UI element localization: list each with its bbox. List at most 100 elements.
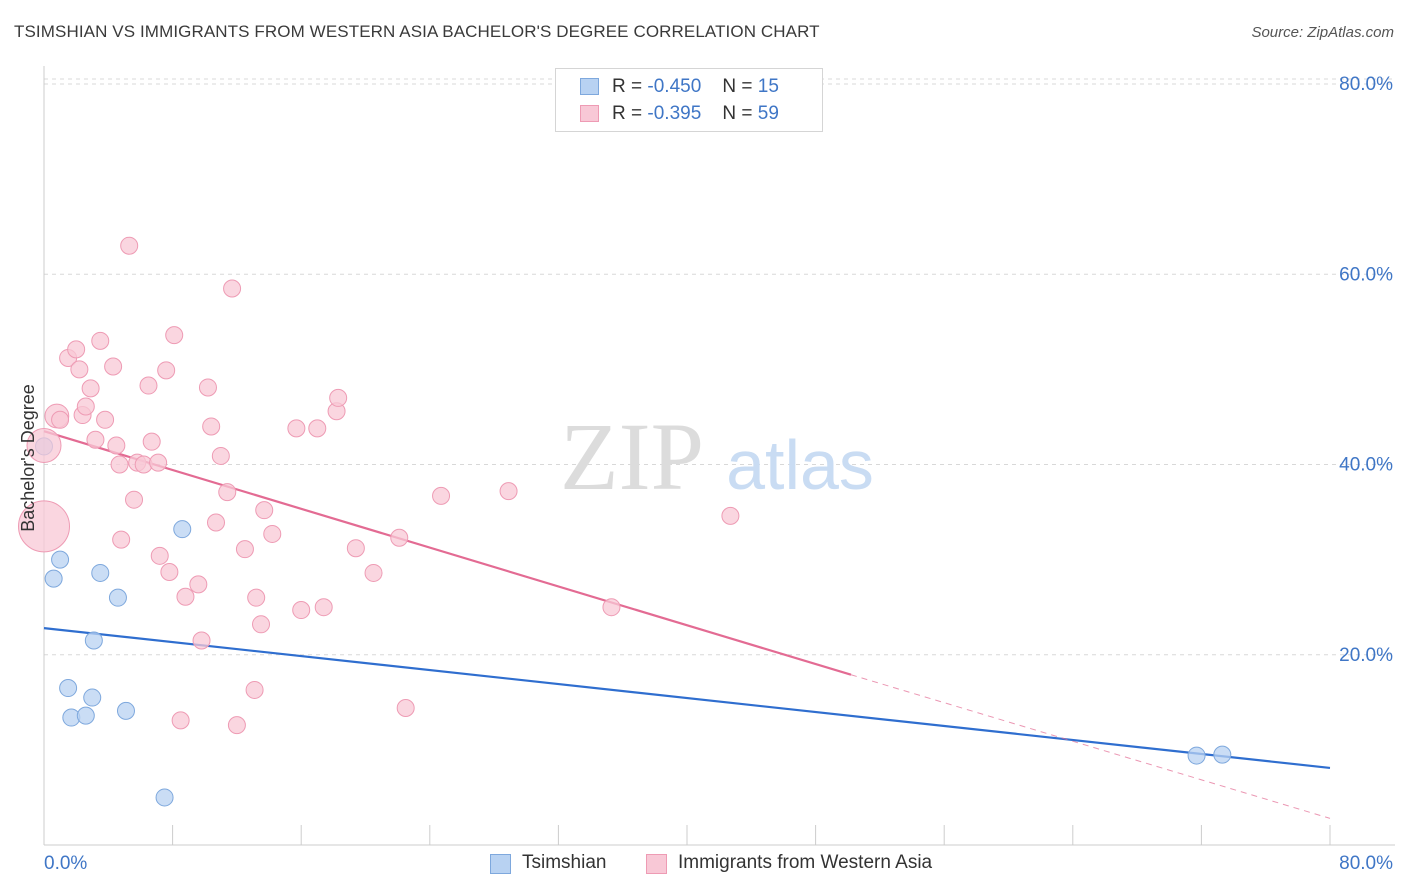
r-value-western-asia: -0.395 bbox=[647, 103, 702, 124]
point-western-asia bbox=[245, 680, 264, 699]
point-tsimshian bbox=[1187, 746, 1206, 765]
point-western-asia bbox=[139, 376, 158, 395]
point-western-asia bbox=[364, 563, 383, 582]
point-western-asia bbox=[223, 279, 242, 298]
point-western-asia bbox=[432, 486, 451, 505]
grid-lines bbox=[44, 78, 1395, 656]
y-tick-label: 80.0% bbox=[1339, 74, 1393, 95]
axis-labels: 20.0% 40.0% 60.0% 80.0% 0.0% 80.0% Bachelor's … bbox=[18, 74, 1393, 874]
series-name-western-asia: Immigrants from Western Asia bbox=[678, 852, 933, 873]
point-western-asia bbox=[96, 410, 115, 429]
point-western-asia bbox=[86, 430, 105, 449]
series-name-tsimshian: Tsimshian bbox=[522, 852, 607, 873]
point-western-asia bbox=[157, 361, 176, 380]
point-western-asia bbox=[247, 588, 266, 607]
n-value-tsimshian: 15 bbox=[757, 76, 779, 97]
point-western-asia bbox=[107, 436, 126, 455]
point-western-asia bbox=[252, 615, 271, 634]
point-western-asia bbox=[120, 236, 139, 255]
trend-line-western-asia bbox=[43, 430, 852, 676]
y-tick-label: 20.0% bbox=[1339, 645, 1393, 666]
point-western-asia bbox=[396, 699, 415, 718]
point-western-asia bbox=[81, 379, 100, 398]
point-western-asia bbox=[18, 500, 70, 553]
legend-swatch-pink bbox=[646, 854, 667, 874]
n-label: N = bbox=[722, 76, 753, 97]
point-western-asia bbox=[110, 455, 129, 474]
point-tsimshian bbox=[51, 550, 70, 569]
point-tsimshian bbox=[1213, 745, 1232, 764]
point-western-asia bbox=[112, 530, 131, 549]
point-western-asia bbox=[218, 483, 237, 502]
trend-line-extension bbox=[850, 674, 1331, 819]
point-western-asia bbox=[308, 419, 327, 438]
point-western-asia bbox=[202, 417, 221, 436]
point-tsimshian bbox=[76, 706, 95, 725]
point-western-asia bbox=[287, 419, 306, 438]
point-western-asia bbox=[721, 506, 740, 525]
point-tsimshian bbox=[155, 788, 174, 807]
point-western-asia bbox=[198, 378, 217, 397]
point-tsimshian bbox=[116, 701, 135, 720]
trend-lines bbox=[43, 430, 1331, 819]
point-western-asia bbox=[207, 513, 226, 532]
point-western-asia bbox=[192, 631, 211, 650]
trend-line-tsimshian bbox=[43, 627, 1331, 770]
source-label: Source: ZipAtlas.com bbox=[1251, 24, 1394, 41]
y-axis-title: Bachelor's Degree bbox=[18, 384, 38, 532]
point-western-asia bbox=[176, 587, 195, 606]
chart-title: TSIMSHIAN VS IMMIGRANTS FROM WESTERN ASI… bbox=[14, 22, 820, 41]
point-tsimshian bbox=[83, 688, 102, 707]
point-tsimshian bbox=[44, 569, 63, 588]
watermark: ZIP atlas bbox=[560, 403, 874, 510]
point-tsimshian bbox=[59, 679, 78, 698]
watermark-atlas: atlas bbox=[726, 426, 874, 504]
n-value-western-asia: 59 bbox=[757, 103, 779, 124]
r-label: R = bbox=[612, 103, 643, 124]
point-western-asia bbox=[67, 340, 86, 359]
point-western-asia bbox=[602, 598, 621, 617]
point-western-asia bbox=[292, 601, 311, 620]
axes bbox=[43, 66, 1395, 846]
n-label: N = bbox=[722, 103, 753, 124]
r-value-tsimshian: -0.450 bbox=[647, 76, 702, 97]
x-tick-label: 0.0% bbox=[44, 853, 87, 874]
point-western-asia bbox=[149, 453, 168, 472]
point-western-asia bbox=[329, 388, 348, 407]
point-western-asia bbox=[142, 432, 161, 451]
y-tick-label: 60.0% bbox=[1339, 264, 1393, 285]
y-tick-label: 40.0% bbox=[1339, 455, 1393, 476]
legend-swatch-blue bbox=[490, 854, 511, 874]
legend-swatch-pink bbox=[580, 105, 599, 122]
point-western-asia bbox=[91, 331, 110, 350]
point-western-asia bbox=[165, 326, 184, 345]
point-western-asia bbox=[255, 501, 274, 520]
point-western-asia bbox=[160, 562, 179, 581]
data-points bbox=[18, 236, 1232, 807]
point-tsimshian bbox=[91, 563, 110, 582]
point-tsimshian bbox=[84, 631, 103, 650]
legend-swatch-blue bbox=[580, 78, 599, 95]
point-western-asia bbox=[104, 357, 123, 376]
point-western-asia bbox=[150, 546, 169, 565]
point-western-asia bbox=[314, 598, 333, 617]
stats-legend: R = -0.450 N = 15 R = -0.395 N = 59 bbox=[555, 68, 823, 132]
point-western-asia bbox=[70, 360, 89, 379]
point-western-asia bbox=[51, 410, 70, 429]
point-western-asia bbox=[26, 427, 62, 463]
point-western-asia bbox=[263, 524, 282, 543]
point-western-asia bbox=[227, 716, 246, 735]
point-western-asia bbox=[346, 539, 365, 558]
r-label: R = bbox=[612, 76, 643, 97]
point-western-asia bbox=[235, 540, 254, 559]
point-western-asia bbox=[499, 482, 518, 501]
point-western-asia bbox=[76, 397, 95, 416]
watermark-zip: ZIP bbox=[560, 403, 704, 510]
point-western-asia bbox=[125, 490, 144, 509]
point-western-asia bbox=[171, 711, 190, 730]
x-tick-label: 80.0% bbox=[1339, 853, 1393, 874]
point-western-asia bbox=[189, 575, 208, 594]
point-tsimshian bbox=[173, 520, 192, 539]
point-western-asia bbox=[390, 528, 409, 547]
